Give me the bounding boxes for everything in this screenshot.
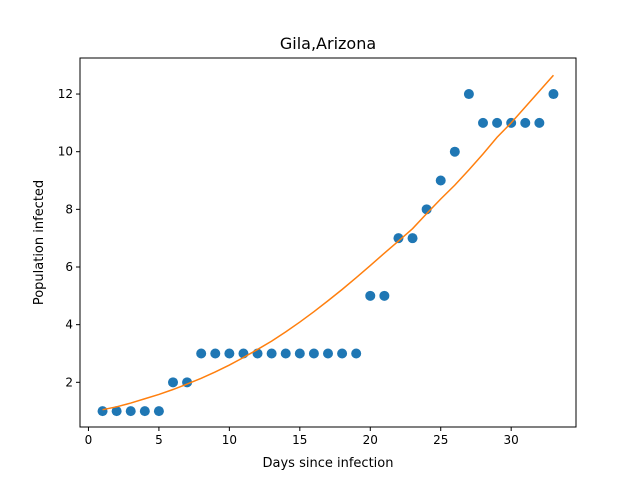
chart-title: Gila,Arizona bbox=[280, 34, 376, 53]
data-point bbox=[435, 175, 446, 186]
data-point bbox=[294, 348, 305, 359]
data-point bbox=[153, 406, 164, 417]
y-tick-label: 8 bbox=[65, 202, 73, 216]
data-point bbox=[393, 233, 404, 244]
data-point bbox=[407, 233, 418, 244]
data-point bbox=[492, 117, 503, 128]
data-point bbox=[534, 117, 545, 128]
x-axis-label: Days since infection bbox=[263, 456, 394, 471]
data-point bbox=[139, 406, 150, 417]
x-tick-label: 0 bbox=[85, 433, 93, 447]
plot-frame bbox=[79, 57, 577, 428]
data-point bbox=[365, 290, 376, 301]
data-point bbox=[280, 348, 291, 359]
fit-line bbox=[102, 74, 555, 411]
data-point bbox=[323, 348, 333, 359]
data-point bbox=[125, 406, 136, 417]
data-point bbox=[196, 348, 207, 359]
y-tick-label: 10 bbox=[58, 145, 73, 159]
x-tick-label: 5 bbox=[155, 433, 163, 447]
y-tick-label: 12 bbox=[58, 87, 73, 101]
data-point bbox=[308, 348, 319, 359]
y-tick-label: 2 bbox=[65, 375, 73, 389]
y-axis-label: Population infected bbox=[32, 180, 47, 305]
x-tick-label: 10 bbox=[222, 433, 237, 447]
data-point bbox=[266, 348, 277, 359]
data-point bbox=[168, 377, 178, 388]
data-point bbox=[478, 117, 488, 128]
data-point bbox=[210, 348, 221, 359]
data-point bbox=[111, 406, 122, 417]
data-point bbox=[548, 89, 559, 100]
data-point bbox=[351, 348, 362, 359]
x-tick-label: 15 bbox=[292, 433, 307, 447]
axis-ticks: 0 5 10 15 20 25 30 2 4 6 8 10 12 bbox=[58, 87, 519, 447]
data-point bbox=[337, 348, 348, 359]
x-tick-label: 20 bbox=[363, 433, 378, 447]
data-point bbox=[379, 290, 390, 301]
x-tick-label: 25 bbox=[433, 433, 448, 447]
plot-area bbox=[97, 74, 559, 417]
y-tick-label: 4 bbox=[65, 318, 73, 332]
data-point bbox=[224, 348, 235, 359]
data-point bbox=[449, 146, 460, 157]
data-point bbox=[463, 89, 474, 100]
y-tick-label: 6 bbox=[65, 260, 73, 274]
data-point bbox=[97, 406, 108, 417]
data-point bbox=[520, 117, 531, 128]
x-tick-label: 30 bbox=[504, 433, 519, 447]
